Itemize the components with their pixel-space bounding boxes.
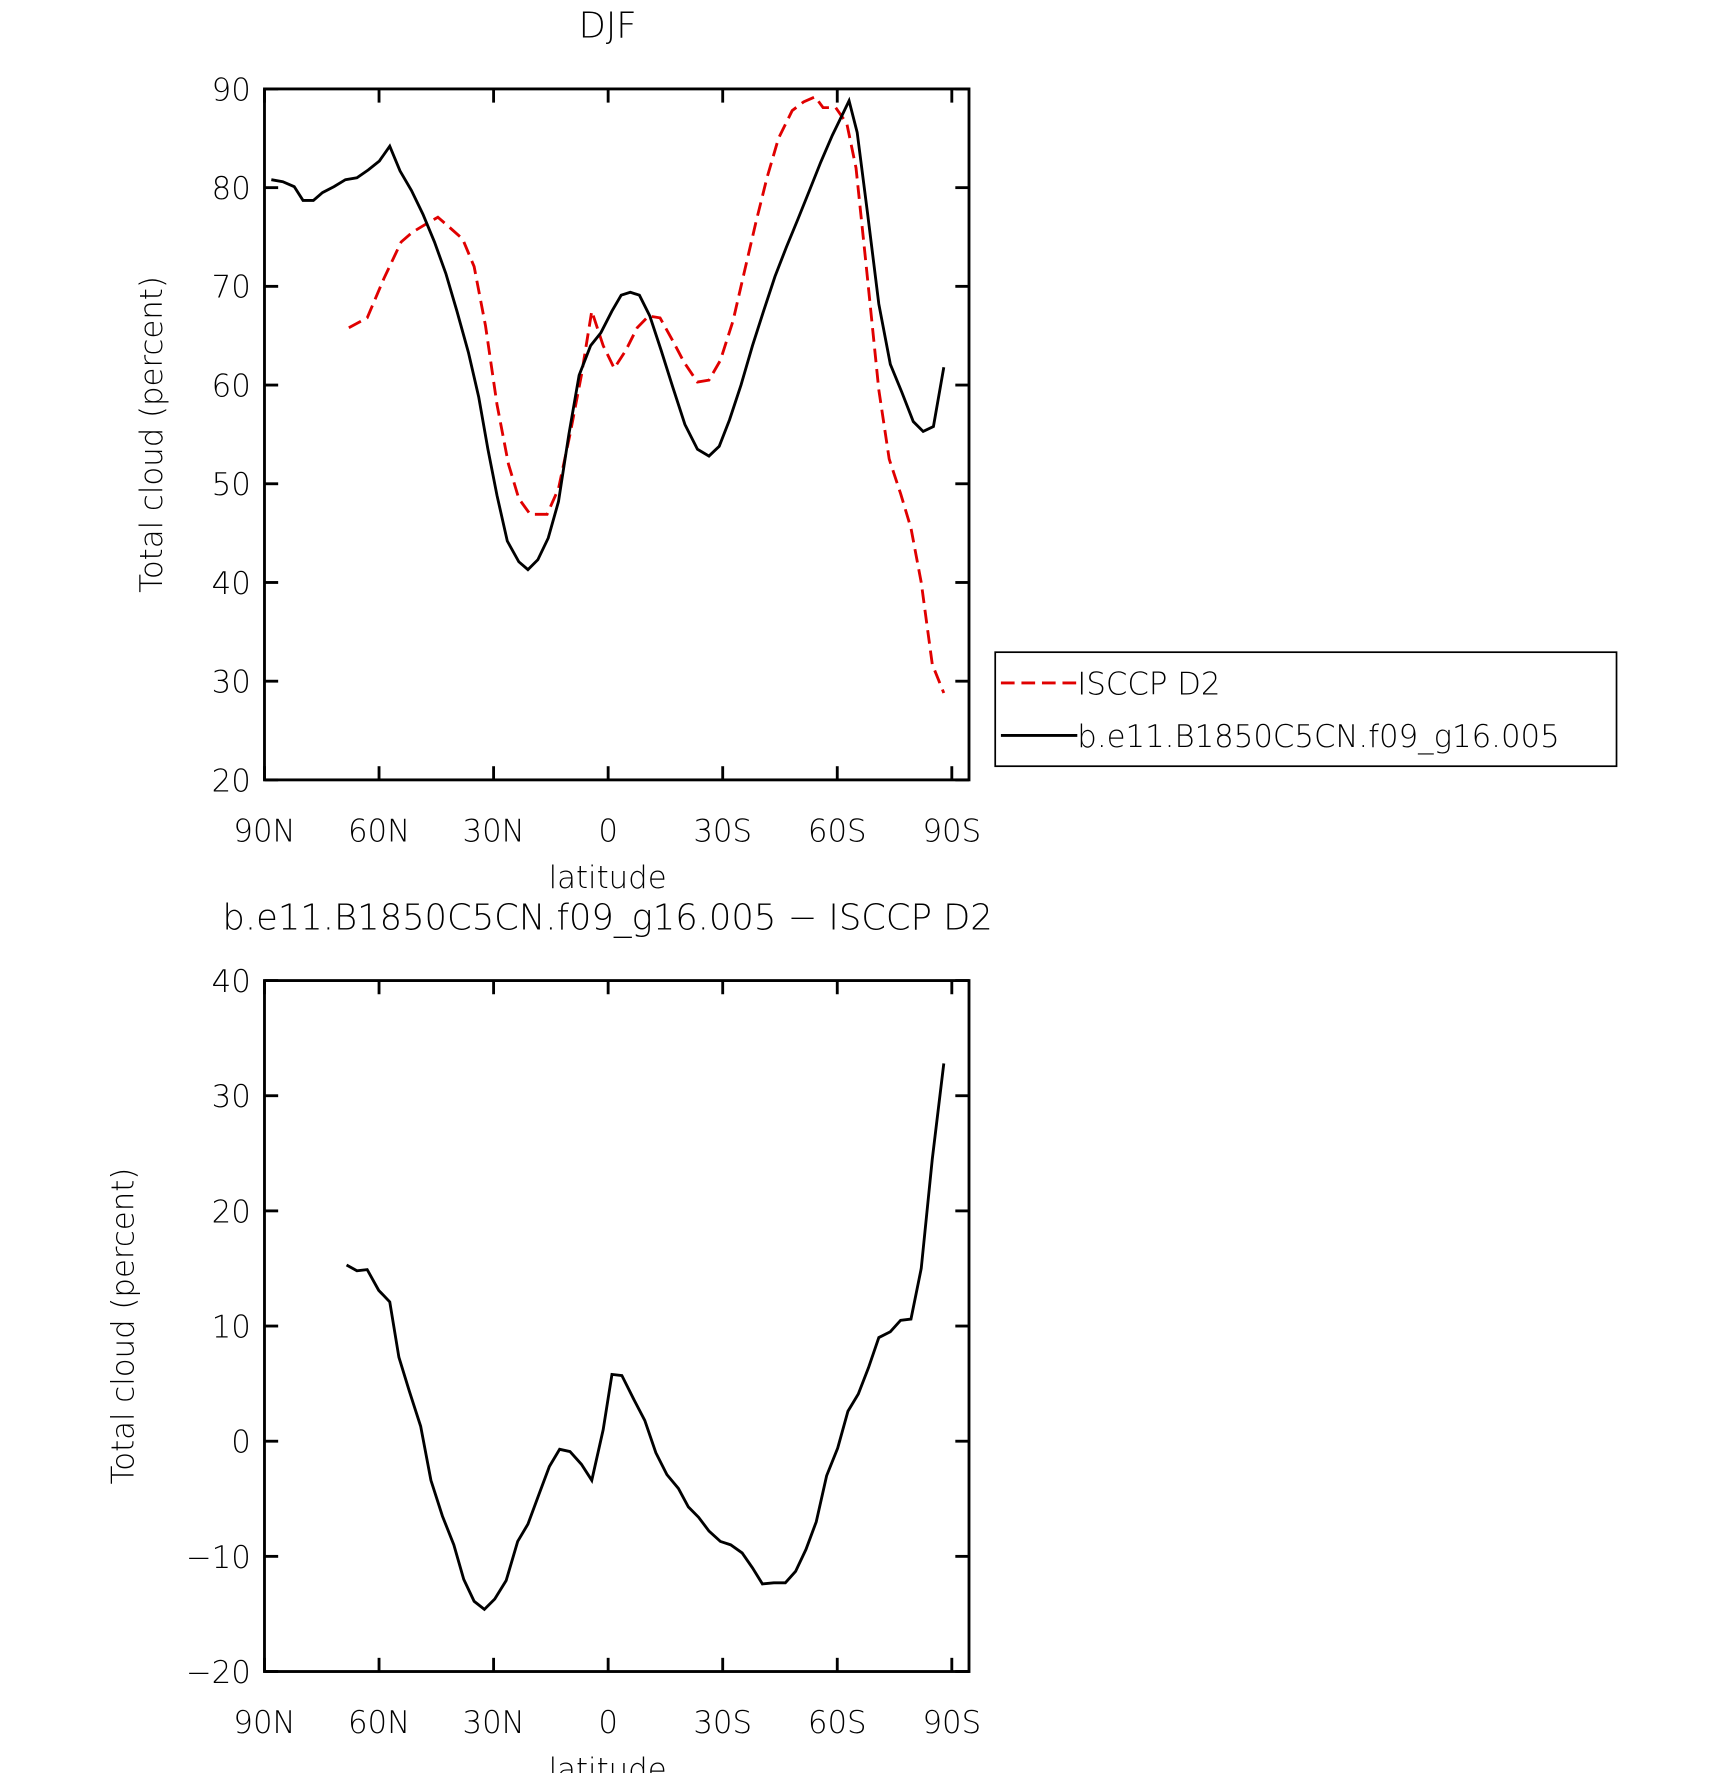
y-tick-label: 90 <box>212 72 251 108</box>
chart-title: DJF <box>579 6 637 47</box>
x-tick-label: 90N <box>233 1705 295 1741</box>
y-tick-label: 10 <box>212 1309 251 1345</box>
legend-label: b.e11.B1850C5CN.f09_g16.005 <box>1077 719 1559 755</box>
y-tick-label: 20 <box>212 763 251 799</box>
y-tick-label: 80 <box>212 171 251 207</box>
x-tick-label: 0 <box>598 1705 618 1741</box>
x-tick-label: 30S <box>693 1705 752 1741</box>
y-tick-label: 0 <box>231 1425 251 1461</box>
x-tick-label: 60S <box>808 813 867 849</box>
data-line <box>348 95 946 694</box>
y-tick-label: 30 <box>212 665 251 701</box>
x-tick-label: 30N <box>463 813 525 849</box>
y-tick-label: 70 <box>212 270 251 306</box>
x-tick-label: 60N <box>348 813 410 849</box>
y-tick-label: 40 <box>212 566 251 602</box>
chart-title: b.e11.B1850C5CN.f09_g16.005 − ISCCP D2 <box>222 897 992 938</box>
plot-frame <box>263 87 971 782</box>
y-tick-label: 30 <box>212 1079 251 1115</box>
y-axis-label: Total cloud (percent) <box>105 1168 141 1485</box>
plot-frame <box>263 979 971 1673</box>
y-axis-label: Total cloud (percent) <box>134 276 170 593</box>
y-tick-label: 50 <box>212 467 251 503</box>
x-tick-label: 30S <box>693 813 752 849</box>
legend-label: ISCCP D2 <box>1077 666 1220 702</box>
y-tick-label: −10 <box>186 1540 251 1576</box>
x-tick-label: 60S <box>808 1705 867 1741</box>
x-tick-label: 90N <box>233 813 295 849</box>
x-axis-label: latitude <box>549 1752 667 1773</box>
data-line <box>345 1063 946 1612</box>
x-tick-label: 60N <box>348 1705 410 1741</box>
x-axis-label: latitude <box>549 860 667 896</box>
y-tick-label: 40 <box>212 964 251 1000</box>
legend-box <box>994 651 1618 768</box>
x-tick-label: 0 <box>598 813 618 849</box>
y-tick-label: 20 <box>212 1194 251 1230</box>
x-tick-label: 30N <box>463 1705 525 1741</box>
y-tick-label: −20 <box>186 1655 251 1691</box>
data-line <box>271 96 946 572</box>
x-tick-label: 90S <box>922 813 981 849</box>
y-tick-label: 60 <box>212 368 251 404</box>
x-tick-label: 90S <box>922 1705 981 1741</box>
